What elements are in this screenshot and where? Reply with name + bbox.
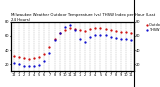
Text: Milwaukee Weather Outdoor Temperature (vs) THSW Index per Hour (Last 24 Hours): Milwaukee Weather Outdoor Temperature (v… bbox=[11, 13, 155, 22]
Legend: Outdoor Temp, THSW Index: Outdoor Temp, THSW Index bbox=[145, 23, 160, 32]
